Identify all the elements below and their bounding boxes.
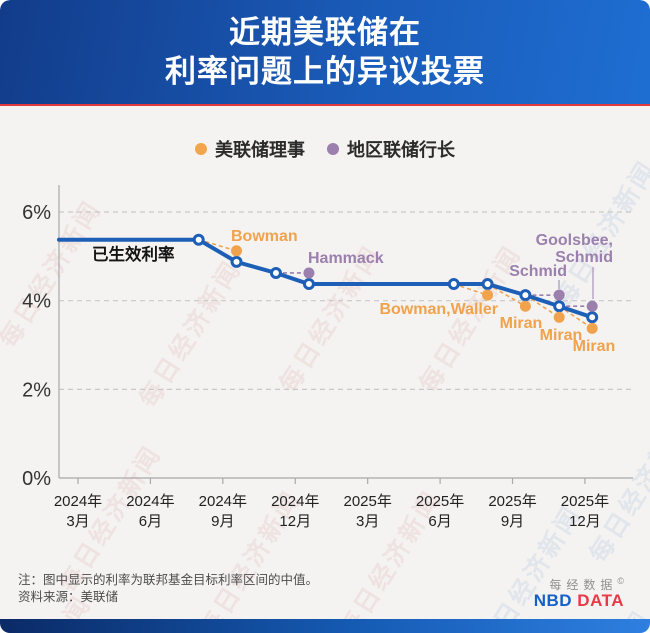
y-tick-label: 0% [22,468,51,490]
footnotes: 注：图中显示的利率为联邦基金目标利率区间的中值。 资料来源：美联储 [18,572,318,606]
dissent-label: Hammack [308,250,384,267]
note-source: 资料来源：美联储 [18,590,119,604]
meeting-marker [192,233,205,246]
dissent-label: Miran [540,327,583,344]
bottom-bar [0,619,650,633]
president-dot-icon [327,143,339,155]
dissent-label: Bowman [231,228,298,245]
dissent-dot-governor [231,245,243,257]
dissent-dot-president [553,289,565,301]
note-definition: 注：图中显示的利率为联邦基金目标利率区间的中值。 [18,573,319,587]
meeting-marker [586,311,599,324]
meeting-marker [230,255,243,268]
y-tick-label: 4% [22,291,51,313]
y-tick-label: 6% [22,202,51,224]
x-tick-label-year: 2025年 [561,493,609,510]
legend-item-president: 地区联储行长 [327,136,455,162]
dissent-dot-governor [553,311,565,323]
x-tick-label-month: 3月 [356,513,379,530]
x-tick-label-month: 6月 [139,513,162,530]
dissent-label: Miran [573,338,616,355]
meeting-marker [302,278,315,291]
copyright-icon: © [617,576,624,586]
dissent-dot-president [303,267,315,279]
x-tick-label-month: 6月 [428,513,451,530]
legend-label-governor: 美联储理事 [215,140,305,160]
meeting-marker [481,278,494,291]
effective-rate-line [57,237,595,320]
x-tick-label-year: 2024年 [126,493,174,510]
x-tick-label-month: 9月 [501,513,524,530]
x-tick-label-month: 9月 [211,513,234,530]
legend-item-governor: 美联储理事 [195,136,305,162]
page-title-line1: 近期美联储在 [229,15,421,50]
x-tick-label-year: 2025年 [416,493,464,510]
nbd-data-logo: 每经数据© NBD DATA [534,574,624,610]
governor-dot-icon [195,143,207,155]
title-banner: 近期美联储在 利率问题上的异议投票 [0,0,650,104]
chart-panel: 每日经济新闻 每日经济新闻 每日经济新闻 每日经济新闻 每日经济新闻 每日经济新闻 每日经济… [0,106,650,619]
logo-cn-text: 每经数据© [549,576,624,592]
logo-en-text: NBD DATA [533,591,624,610]
dissent-dot-governor [519,300,531,312]
dissent-label: Miran [500,315,543,332]
y-tick-label: 2% [22,379,51,401]
dissent-label: Schmid [555,249,613,266]
meeting-marker [269,266,282,279]
x-tick-label-month: 12月 [279,513,311,530]
meeting-marker [447,278,460,291]
meeting-marker [553,300,566,313]
dissent-label: Bowman,Waller [379,301,498,318]
x-tick-label-year: 2024年 [199,493,247,510]
chart-legend: 美联储理事 地区联储行长 [0,136,650,162]
page-title-line2: 利率问题上的异议投票 [165,54,485,89]
red-divider [0,104,650,106]
x-tick-label-year: 2025年 [488,493,536,510]
dissent-connector-governor [453,283,488,296]
x-tick-label-month: 12月 [569,513,601,530]
x-tick-label-year: 2025年 [343,493,391,510]
rate-line-chart: 0% 2% 4% 6% 2024年 3月 2024年 6月 2024年 9月 2024年 12月 202… [22,185,633,530]
meeting-marker [519,289,532,302]
x-tick-label-month: 3月 [66,513,89,530]
dissent-dot-governor [586,322,598,334]
legend-label-president: 地区联储行长 [347,140,455,160]
dissent-dot-president [586,300,598,312]
dissent-dot-governor [482,289,494,301]
dissent-label: Goolsbee, [536,232,613,249]
effective-rate-label: 已生效利率 [92,244,175,264]
x-tick-label-year: 2024年 [54,493,102,510]
x-tick-label-year: 2024年 [271,493,319,510]
dissent-label: Schmid [509,263,567,280]
